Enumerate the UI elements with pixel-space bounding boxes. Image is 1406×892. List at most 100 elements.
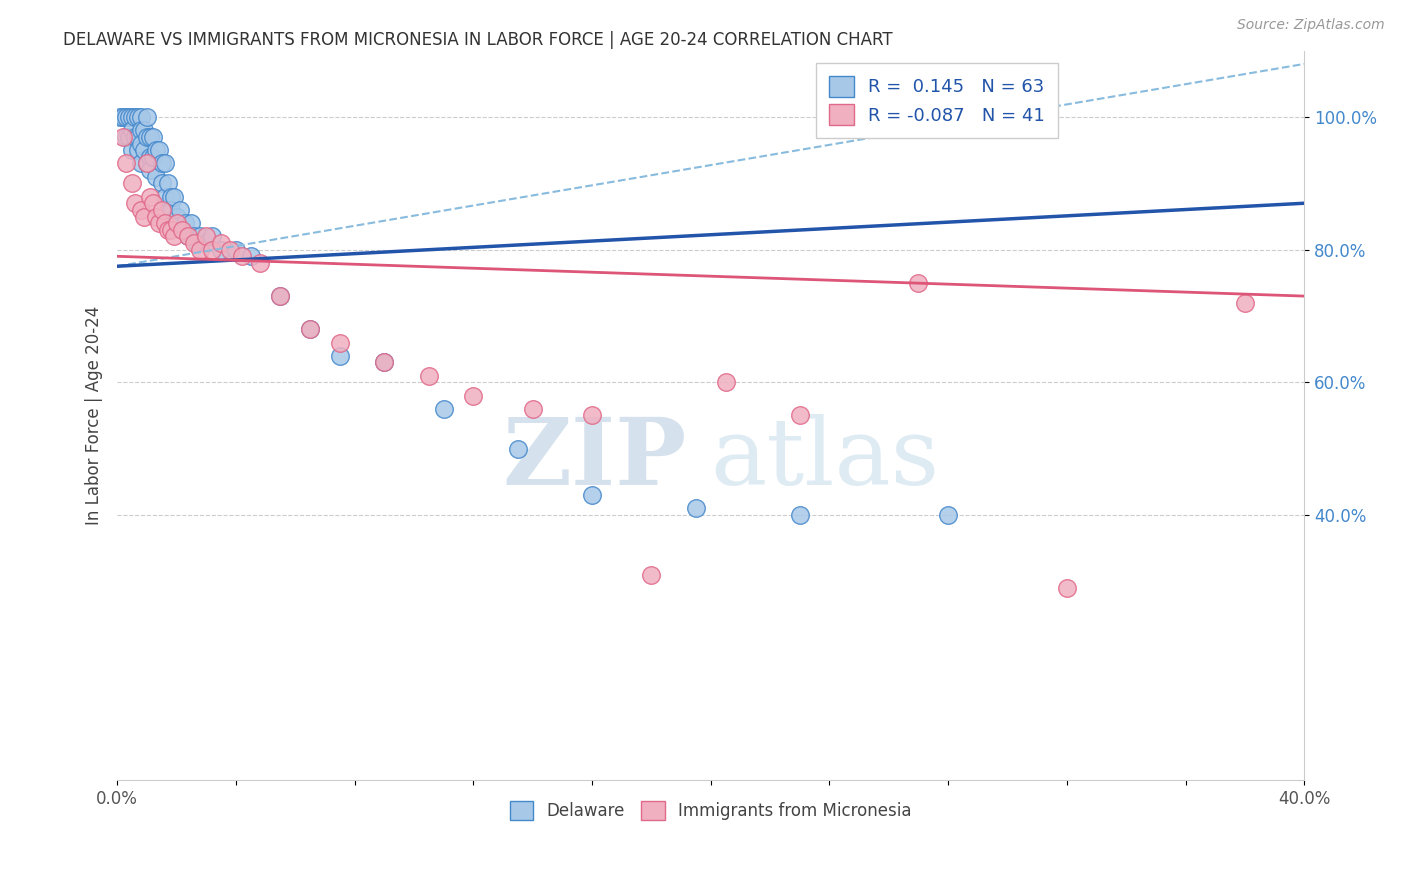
Point xyxy=(127,129,149,144)
Point xyxy=(132,210,155,224)
Point xyxy=(162,189,184,203)
Point xyxy=(522,401,544,416)
Point xyxy=(1056,581,1078,595)
Point xyxy=(135,110,157,124)
Point xyxy=(907,276,929,290)
Point xyxy=(177,229,200,244)
Point xyxy=(132,123,155,137)
Point xyxy=(418,368,440,383)
Point xyxy=(121,177,143,191)
Point xyxy=(166,210,188,224)
Point xyxy=(269,289,291,303)
Point xyxy=(174,216,197,230)
Point xyxy=(135,156,157,170)
Point xyxy=(148,143,170,157)
Point xyxy=(112,110,135,124)
Point xyxy=(209,243,232,257)
Point xyxy=(142,196,165,211)
Point xyxy=(139,189,162,203)
Point xyxy=(936,508,959,522)
Point xyxy=(148,216,170,230)
Point xyxy=(195,229,218,244)
Y-axis label: In Labor Force | Age 20-24: In Labor Force | Age 20-24 xyxy=(86,306,103,525)
Text: Source: ZipAtlas.com: Source: ZipAtlas.com xyxy=(1237,18,1385,32)
Point xyxy=(188,243,211,257)
Point xyxy=(129,202,152,217)
Point xyxy=(153,189,176,203)
Point xyxy=(225,243,247,257)
Point xyxy=(153,156,176,170)
Point xyxy=(789,508,811,522)
Point xyxy=(186,235,208,250)
Point xyxy=(145,143,167,157)
Point xyxy=(129,123,152,137)
Point xyxy=(150,202,173,217)
Point xyxy=(142,129,165,144)
Point xyxy=(195,235,218,250)
Point xyxy=(156,223,179,237)
Point xyxy=(299,322,322,336)
Point xyxy=(329,335,352,350)
Point xyxy=(239,249,262,263)
Point xyxy=(145,169,167,184)
Point xyxy=(209,235,232,250)
Point xyxy=(124,196,146,211)
Point xyxy=(177,229,200,244)
Point xyxy=(121,143,143,157)
Point xyxy=(183,229,205,244)
Point xyxy=(219,243,242,257)
Point xyxy=(127,110,149,124)
Point xyxy=(135,156,157,170)
Point xyxy=(139,150,162,164)
Point xyxy=(129,156,152,170)
Point xyxy=(135,129,157,144)
Point xyxy=(581,409,603,423)
Text: atlas: atlas xyxy=(710,414,941,504)
Point xyxy=(231,249,253,263)
Point xyxy=(142,150,165,164)
Point xyxy=(162,229,184,244)
Point xyxy=(139,129,162,144)
Point xyxy=(121,110,143,124)
Point xyxy=(127,143,149,157)
Point xyxy=(172,223,194,237)
Point xyxy=(714,376,737,390)
Point xyxy=(373,355,395,369)
Point xyxy=(373,355,395,369)
Point xyxy=(166,216,188,230)
Point xyxy=(115,156,138,170)
Point xyxy=(433,401,456,416)
Point xyxy=(153,216,176,230)
Point xyxy=(329,349,352,363)
Point xyxy=(1233,295,1256,310)
Point xyxy=(159,223,181,237)
Point xyxy=(115,129,138,144)
Point xyxy=(150,156,173,170)
Point xyxy=(463,388,485,402)
Point xyxy=(201,229,224,244)
Text: DELAWARE VS IMMIGRANTS FROM MICRONESIA IN LABOR FORCE | AGE 20-24 CORRELATION CH: DELAWARE VS IMMIGRANTS FROM MICRONESIA I… xyxy=(63,31,893,49)
Point xyxy=(172,223,194,237)
Legend: Delaware, Immigrants from Micronesia: Delaware, Immigrants from Micronesia xyxy=(503,794,918,827)
Point xyxy=(115,110,138,124)
Text: ZIP: ZIP xyxy=(503,414,688,504)
Point xyxy=(156,177,179,191)
Point xyxy=(180,216,202,230)
Point xyxy=(685,501,707,516)
Point xyxy=(145,210,167,224)
Point xyxy=(169,202,191,217)
Point xyxy=(118,110,141,124)
Point xyxy=(132,143,155,157)
Point xyxy=(249,256,271,270)
Point xyxy=(201,243,224,257)
Point xyxy=(124,110,146,124)
Point xyxy=(506,442,529,456)
Point xyxy=(129,136,152,151)
Point xyxy=(108,110,131,124)
Point xyxy=(150,177,173,191)
Point xyxy=(129,110,152,124)
Point xyxy=(188,229,211,244)
Point xyxy=(124,129,146,144)
Point xyxy=(581,488,603,502)
Point xyxy=(159,189,181,203)
